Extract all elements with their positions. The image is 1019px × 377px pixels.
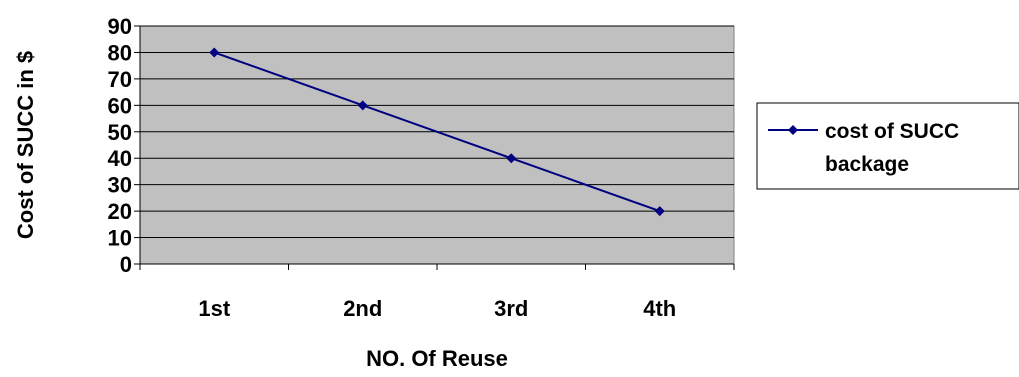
x-tick-label: 1st bbox=[198, 296, 230, 321]
y-tick-label: 30 bbox=[108, 173, 132, 198]
y-tick-label: 50 bbox=[108, 120, 132, 145]
legend-box bbox=[756, 102, 1019, 190]
legend-label-line2: backage bbox=[825, 153, 909, 176]
y-axis-title: Cost of SUCC in $ bbox=[13, 51, 38, 239]
data-point bbox=[654, 206, 665, 217]
x-tick-label: 3rd bbox=[494, 296, 528, 321]
series-line bbox=[213, 51, 661, 213]
y-tick-label: 60 bbox=[108, 93, 132, 118]
legend-label-line1: cost of SUCC bbox=[825, 120, 959, 143]
y-tick-label: 90 bbox=[108, 14, 132, 39]
x-axis: 1st 2nd 3rd 4th bbox=[139, 263, 735, 321]
y-tick-label: 0 bbox=[120, 252, 132, 277]
y-tick-label: 70 bbox=[108, 67, 132, 92]
y-tick-label: 10 bbox=[108, 226, 132, 251]
plot-area bbox=[139, 25, 735, 265]
x-tick-label: 4th bbox=[643, 296, 676, 321]
data-point bbox=[357, 100, 368, 111]
series-group bbox=[209, 47, 665, 217]
data-point bbox=[506, 153, 517, 164]
x-tick-label: 2nd bbox=[343, 296, 382, 321]
data-point bbox=[209, 47, 220, 58]
y-tick-label: 40 bbox=[108, 146, 132, 171]
y-tick-label: 80 bbox=[108, 40, 132, 65]
legend-diamond-marker bbox=[788, 125, 798, 135]
x-axis-title: NO. Of Reuse bbox=[366, 346, 508, 371]
y-tick-label: 20 bbox=[108, 199, 132, 224]
legend: cost of SUCC backage bbox=[756, 102, 1019, 190]
